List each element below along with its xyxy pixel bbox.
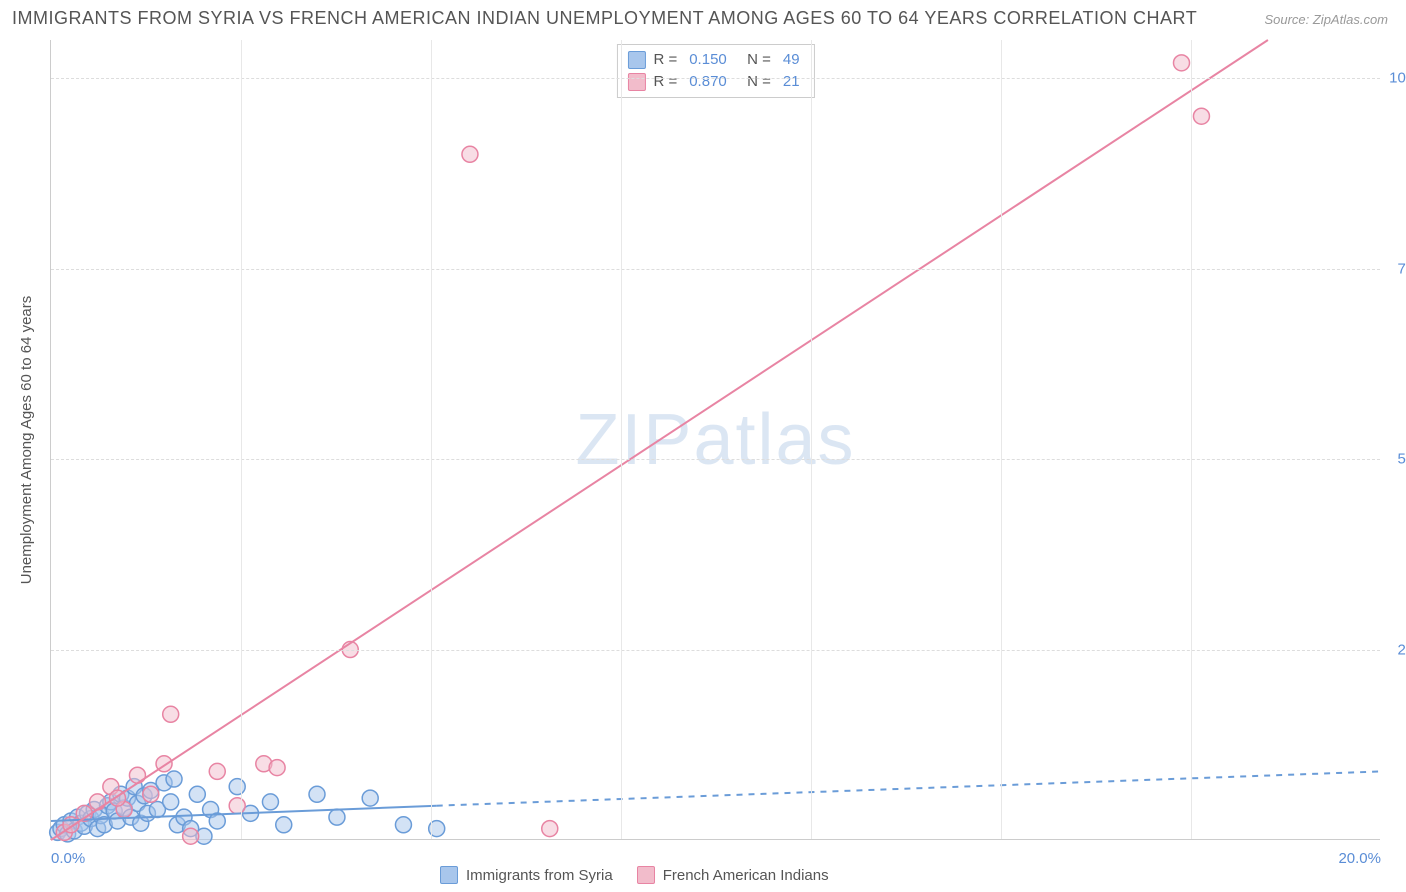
data-point bbox=[542, 821, 558, 837]
chart-svg bbox=[51, 40, 1380, 839]
y-tick-label: 25.0% bbox=[1385, 641, 1406, 658]
chart-title: IMMIGRANTS FROM SYRIA VS FRENCH AMERICAN… bbox=[12, 8, 1197, 29]
plot-area: ZIPatlas R = 0.150 N = 49 R = 0.870 N = … bbox=[50, 40, 1380, 840]
legend-swatch-pink bbox=[637, 866, 655, 884]
legend-label: French American Indians bbox=[663, 867, 829, 884]
legend-item: Immigrants from Syria bbox=[440, 866, 613, 884]
data-point bbox=[163, 794, 179, 810]
data-point bbox=[1174, 55, 1190, 71]
data-point bbox=[395, 817, 411, 833]
data-point bbox=[229, 798, 245, 814]
data-point bbox=[462, 146, 478, 162]
data-point bbox=[163, 706, 179, 722]
data-point bbox=[229, 779, 245, 795]
data-point bbox=[90, 794, 106, 810]
data-point bbox=[183, 828, 199, 844]
data-point bbox=[166, 771, 182, 787]
x-tick-label: 20.0% bbox=[1338, 850, 1381, 867]
legend-swatch-blue bbox=[440, 866, 458, 884]
trend-line bbox=[51, 40, 1268, 840]
y-tick-label: 75.0% bbox=[1385, 260, 1406, 277]
data-point bbox=[269, 760, 285, 776]
y-tick-label: 50.0% bbox=[1385, 451, 1406, 468]
y-axis-label: Unemployment Among Ages 60 to 64 years bbox=[18, 296, 35, 585]
data-point bbox=[262, 794, 278, 810]
data-point bbox=[129, 767, 145, 783]
legend-bottom: Immigrants from Syria French American In… bbox=[440, 866, 829, 884]
y-tick-label: 100.0% bbox=[1385, 70, 1406, 87]
source-text: Source: ZipAtlas.com bbox=[1264, 12, 1388, 27]
data-point bbox=[143, 786, 159, 802]
data-point bbox=[362, 790, 378, 806]
data-point bbox=[276, 817, 292, 833]
data-point bbox=[209, 763, 225, 779]
data-point bbox=[1193, 108, 1209, 124]
trend-line-extension bbox=[437, 771, 1381, 805]
x-tick-label: 0.0% bbox=[51, 850, 85, 867]
legend-item: French American Indians bbox=[637, 866, 829, 884]
data-point bbox=[329, 809, 345, 825]
data-point bbox=[309, 786, 325, 802]
legend-label: Immigrants from Syria bbox=[466, 867, 613, 884]
data-point bbox=[189, 786, 205, 802]
